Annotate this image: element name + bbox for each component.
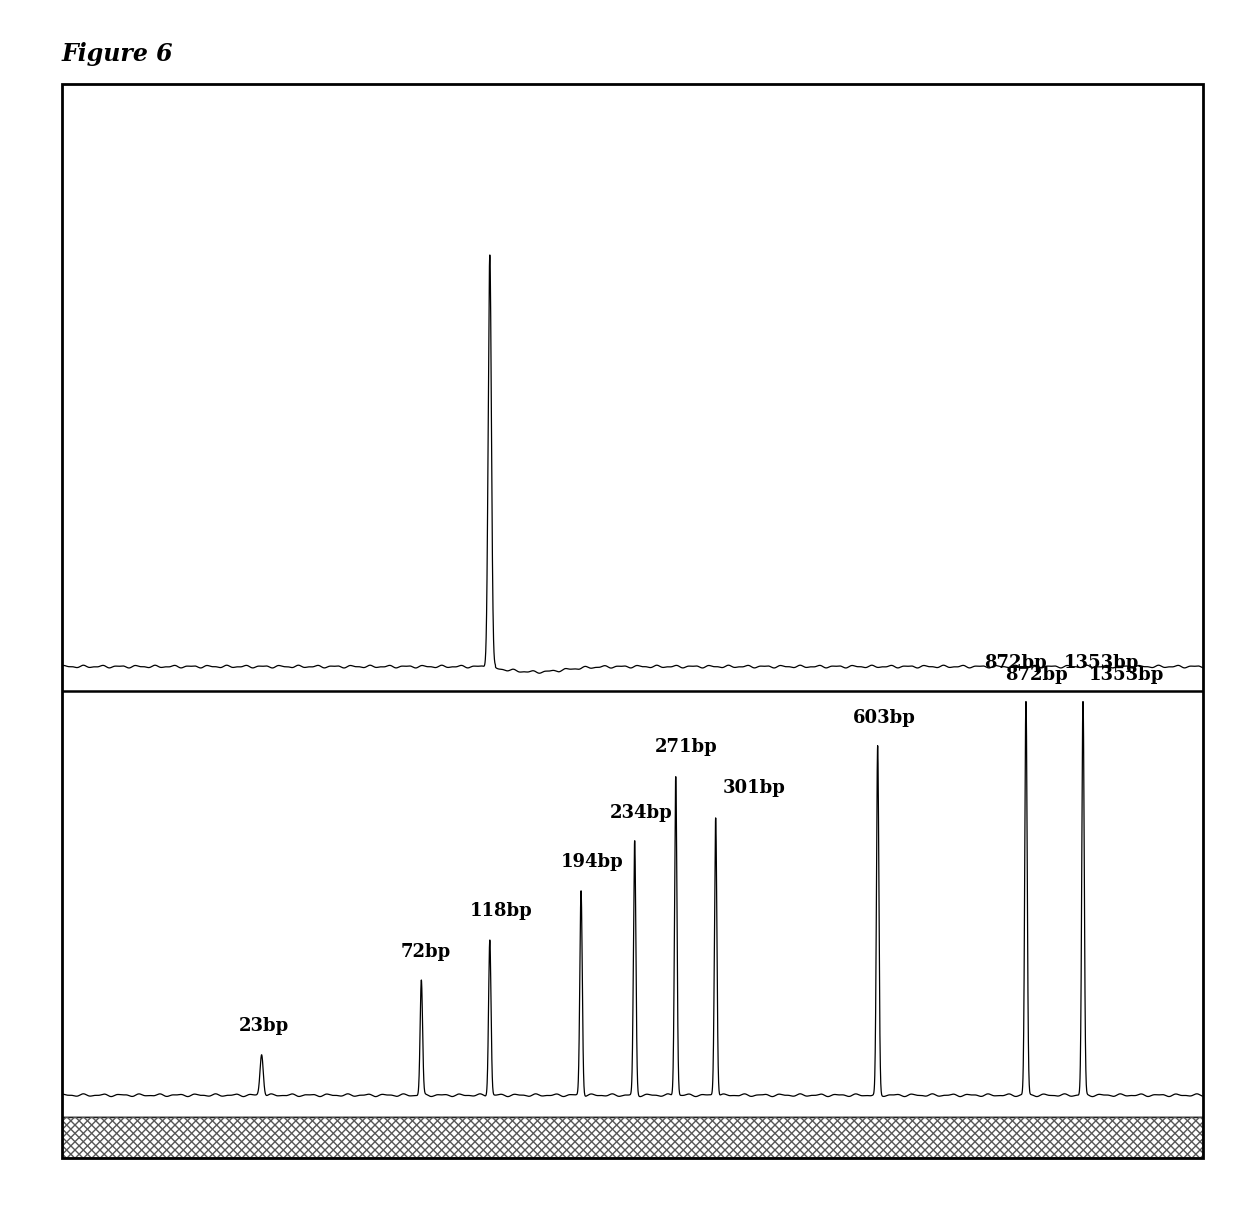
Text: 234bp: 234bp — [610, 803, 672, 821]
Text: 603bp: 603bp — [853, 709, 915, 727]
Text: 301bp: 301bp — [723, 779, 785, 797]
Text: 23bp: 23bp — [239, 1017, 289, 1035]
Text: 872bp: 872bp — [983, 654, 1047, 672]
Text: 872bp: 872bp — [1006, 666, 1068, 684]
Bar — [62, 1117, 1203, 1158]
Bar — [62, 1117, 1203, 1158]
Text: 1353bp: 1353bp — [1089, 666, 1164, 684]
Text: 118bp: 118bp — [469, 902, 532, 920]
Text: 72bp: 72bp — [401, 943, 451, 961]
Text: 1353bp: 1353bp — [1064, 654, 1140, 672]
Text: Figure 6: Figure 6 — [62, 42, 174, 66]
Text: 194bp: 194bp — [560, 853, 624, 871]
Bar — [62, 1117, 1203, 1158]
Text: 271bp: 271bp — [655, 738, 718, 756]
